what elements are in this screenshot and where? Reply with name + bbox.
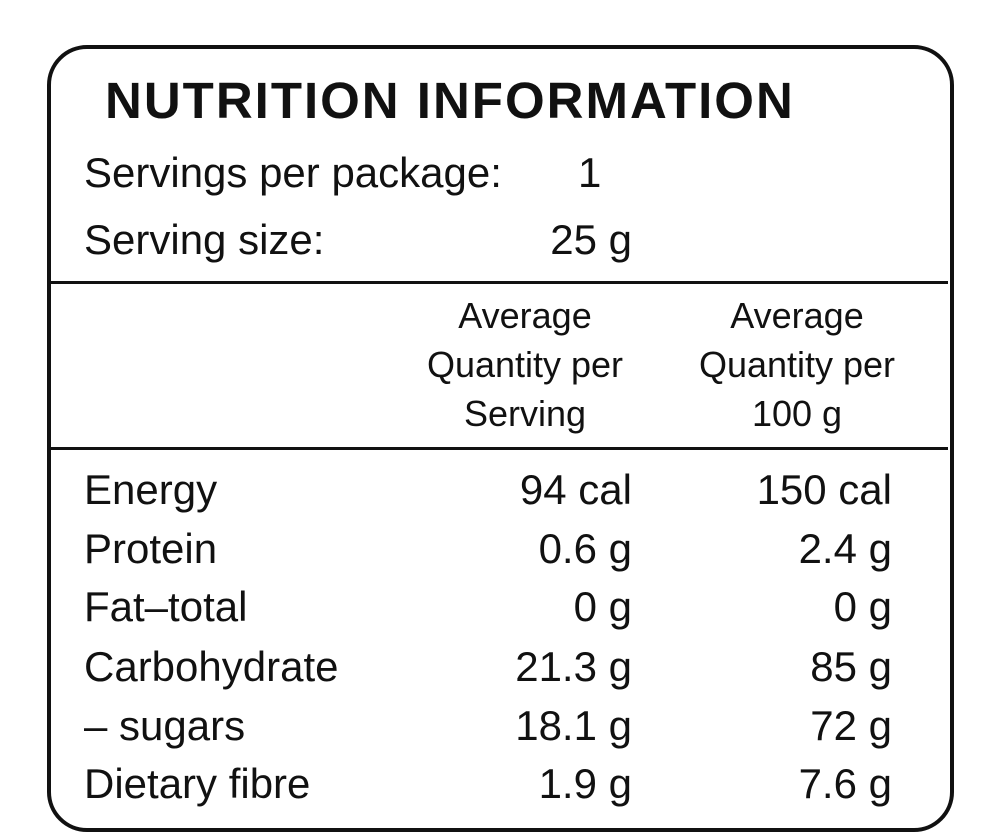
per-serving: 94 cal <box>519 466 632 513</box>
per-serving: 21.3 g <box>515 643 632 690</box>
per-serving: 18.1 g <box>515 702 632 749</box>
column-header: Average <box>458 295 592 336</box>
nutrient-name: – sugars <box>84 702 246 749</box>
per-100g: 0 g <box>833 583 892 630</box>
per-100g: 150 cal <box>756 466 892 513</box>
label-border <box>47 45 954 832</box>
nutrient-name: Dietary fibre <box>84 760 311 807</box>
per-serving: 0.6 g <box>538 525 632 572</box>
per-100g: 7.6 g <box>798 760 892 807</box>
servings-label: Servings per package: <box>84 149 502 196</box>
title: NUTRITION INFORMATION <box>105 72 795 129</box>
servings-value: 1 <box>578 149 602 196</box>
column-header: 100 g <box>751 393 843 434</box>
serving-size-label: Serving size: <box>84 216 325 263</box>
nutrient-name: Protein <box>84 525 218 572</box>
column-header: Quantity per <box>426 344 624 385</box>
column-header: Serving <box>463 393 587 434</box>
per-100g: 2.4 g <box>798 525 892 572</box>
per-100g: 72 g <box>810 702 892 749</box>
nutrient-name: Carbohydrate <box>84 643 339 690</box>
per-serving: 0 g <box>573 583 632 630</box>
nutrient-name: Fat–total <box>84 583 248 630</box>
column-header: Quantity per <box>698 344 896 385</box>
divider <box>49 281 948 284</box>
serving-size-value: 25 g <box>550 216 632 263</box>
nutrient-name: Energy <box>84 466 218 513</box>
per-100g: 85 g <box>810 643 892 690</box>
divider <box>49 447 948 450</box>
per-serving: 1.9 g <box>538 760 632 807</box>
column-header: Average <box>730 295 864 336</box>
